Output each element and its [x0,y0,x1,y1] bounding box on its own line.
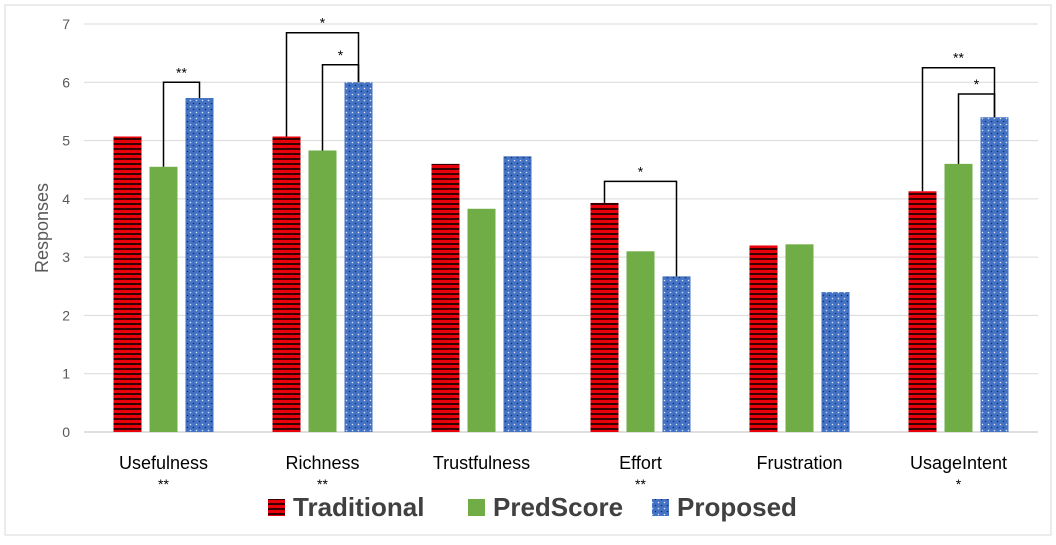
bar-traditional-frustration [749,245,778,432]
legend: Traditional PredScore Proposed [268,492,797,522]
y-axis-title: Responses [32,183,52,273]
category-significance-mark: ** [158,476,169,492]
legend-swatch [652,499,669,516]
bar-proposed-usefulness [185,98,214,432]
significance-mark: * [638,163,644,179]
legend-label: Traditional [293,492,424,522]
significance-bracket [285,31,360,137]
legend-label: PredScore [493,492,623,522]
significance-mark: ** [176,64,187,80]
legend-label: Proposed [677,492,797,522]
y-tick-label: 7 [62,16,70,32]
bar-proposed-frustration [821,292,850,432]
significance-bracket [603,180,678,277]
x-tick-label: Trustfulness [433,453,530,473]
bar-predscore-effort [626,251,655,432]
y-tick-label: 3 [62,249,70,265]
bar-proposed-richness [344,82,373,433]
bars [113,82,1009,433]
y-tick-label: 5 [62,133,70,149]
y-tick-label: 1 [62,366,70,382]
category-significance-mark: ** [317,476,328,492]
y-tick-label: 2 [62,307,70,323]
bar-traditional-usageintent [908,191,937,432]
y-tick-label: 4 [62,191,70,207]
bar-proposed-trustfulness [503,156,532,432]
significance-mark: * [338,47,344,63]
significance-bracket [162,81,201,167]
bar-predscore-trustfulness [467,208,496,432]
x-tick-label: Effort [619,453,662,473]
x-tick-label: UsageIntent [910,453,1007,473]
significance-mark: * [320,15,326,31]
y-tick-labels: 0 1 2 3 4 5 6 7 [62,16,70,440]
bar-predscore-usefulness [149,166,178,433]
significance-bracket [957,93,996,164]
bar-traditional-trustfulness [431,163,460,432]
bar-predscore-frustration [785,244,814,432]
significance-bracket [921,66,996,192]
bar-proposed-usageintent [980,117,1009,432]
bar-predscore-richness [308,150,337,433]
significance-brackets: ******** [162,15,996,277]
y-tick-label: 6 [62,74,70,90]
x-tick-label: Frustration [756,453,842,473]
bar-traditional-effort [590,202,619,432]
significance-mark: * [974,76,980,92]
category-significance-mark: ** [635,476,646,492]
bar-traditional-usefulness [113,136,142,432]
y-tick-label: 0 [62,424,70,440]
significance-bracket [321,64,360,151]
bar-predscore-usageintent [944,163,973,432]
x-tick-labels: Usefulness ** Richness ** Trustfulness Effort… [119,453,1007,492]
bar-traditional-richness [272,136,301,432]
significance-mark: ** [953,50,964,66]
bar-proposed-effort [662,276,691,432]
category-significance-mark: * [956,476,962,492]
gridlines [84,23,1038,433]
x-tick-label: Richness [285,453,359,473]
legend-swatch [468,499,485,516]
x-tick-label: Usefulness [119,453,208,473]
legend-swatch [268,499,285,516]
